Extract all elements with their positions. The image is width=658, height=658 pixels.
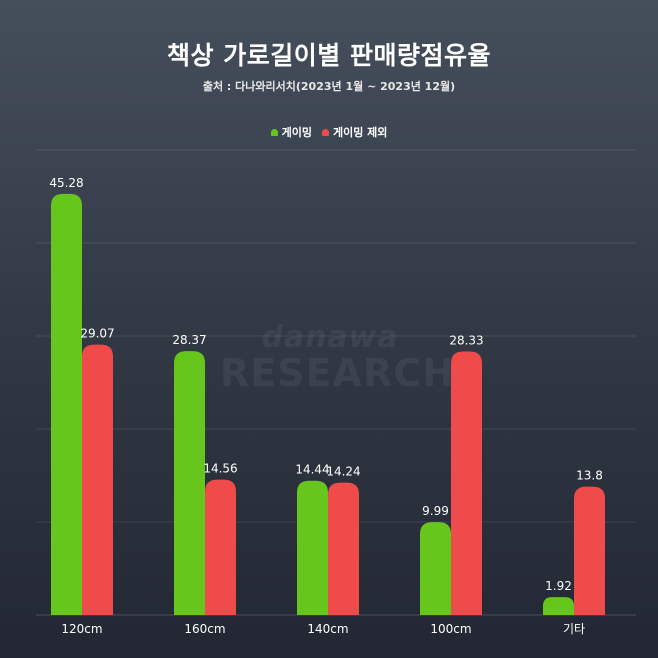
x-tick-label: 120cm — [61, 622, 102, 636]
legend-item-gaming: 게이밍 — [270, 124, 312, 140]
legend-item-non-gaming: 게이밍 제외 — [321, 124, 388, 140]
data-label: 14.44 — [295, 463, 329, 477]
x-tick-label: 기타 — [563, 622, 585, 636]
bar-gaming — [420, 522, 451, 615]
chart-title: 책상 가로길이별 판매량점유율 — [167, 41, 491, 70]
bar-non-gaming — [82, 344, 113, 615]
legend-swatch-non-gaming — [321, 128, 329, 136]
data-label: 14.56 — [203, 462, 237, 476]
data-label: 1.92 — [545, 579, 572, 593]
bar-gaming — [51, 193, 82, 615]
bar-non-gaming — [574, 486, 605, 615]
x-tick-label: 100cm — [430, 622, 471, 636]
data-label: 14.24 — [326, 465, 360, 479]
bar-non-gaming — [205, 479, 236, 615]
bar-non-gaming — [451, 351, 482, 615]
watermark-research-text: RESEARCH — [220, 351, 455, 395]
bar-non-gaming — [328, 482, 359, 615]
data-label: 28.37 — [172, 333, 206, 347]
data-label: 9.99 — [422, 504, 449, 518]
legend: 게이밍 게이밍 제외 — [0, 124, 658, 140]
chart-subtitle: 출처 : 다나와리서치(2023년 1월 ~ 2023년 12월) — [202, 80, 456, 93]
bar-gaming — [543, 597, 574, 615]
watermark-logo-text: danawa — [261, 320, 399, 355]
bar-gaming — [174, 351, 205, 615]
x-tick-label: 160cm — [184, 622, 225, 636]
legend-label-non-gaming: 게이밍 제외 — [332, 126, 388, 139]
watermark: danawa RESEARCH — [220, 320, 455, 395]
legend-swatch-gaming — [270, 128, 278, 136]
data-label: 45.28 — [49, 176, 83, 190]
data-label: 13.8 — [576, 469, 603, 483]
bar-gaming — [297, 480, 328, 615]
x-tick-label: 140cm — [307, 622, 348, 636]
data-label: 28.33 — [449, 334, 483, 348]
data-label: 29.07 — [80, 327, 114, 341]
legend-label-gaming: 게이밍 — [281, 126, 312, 139]
